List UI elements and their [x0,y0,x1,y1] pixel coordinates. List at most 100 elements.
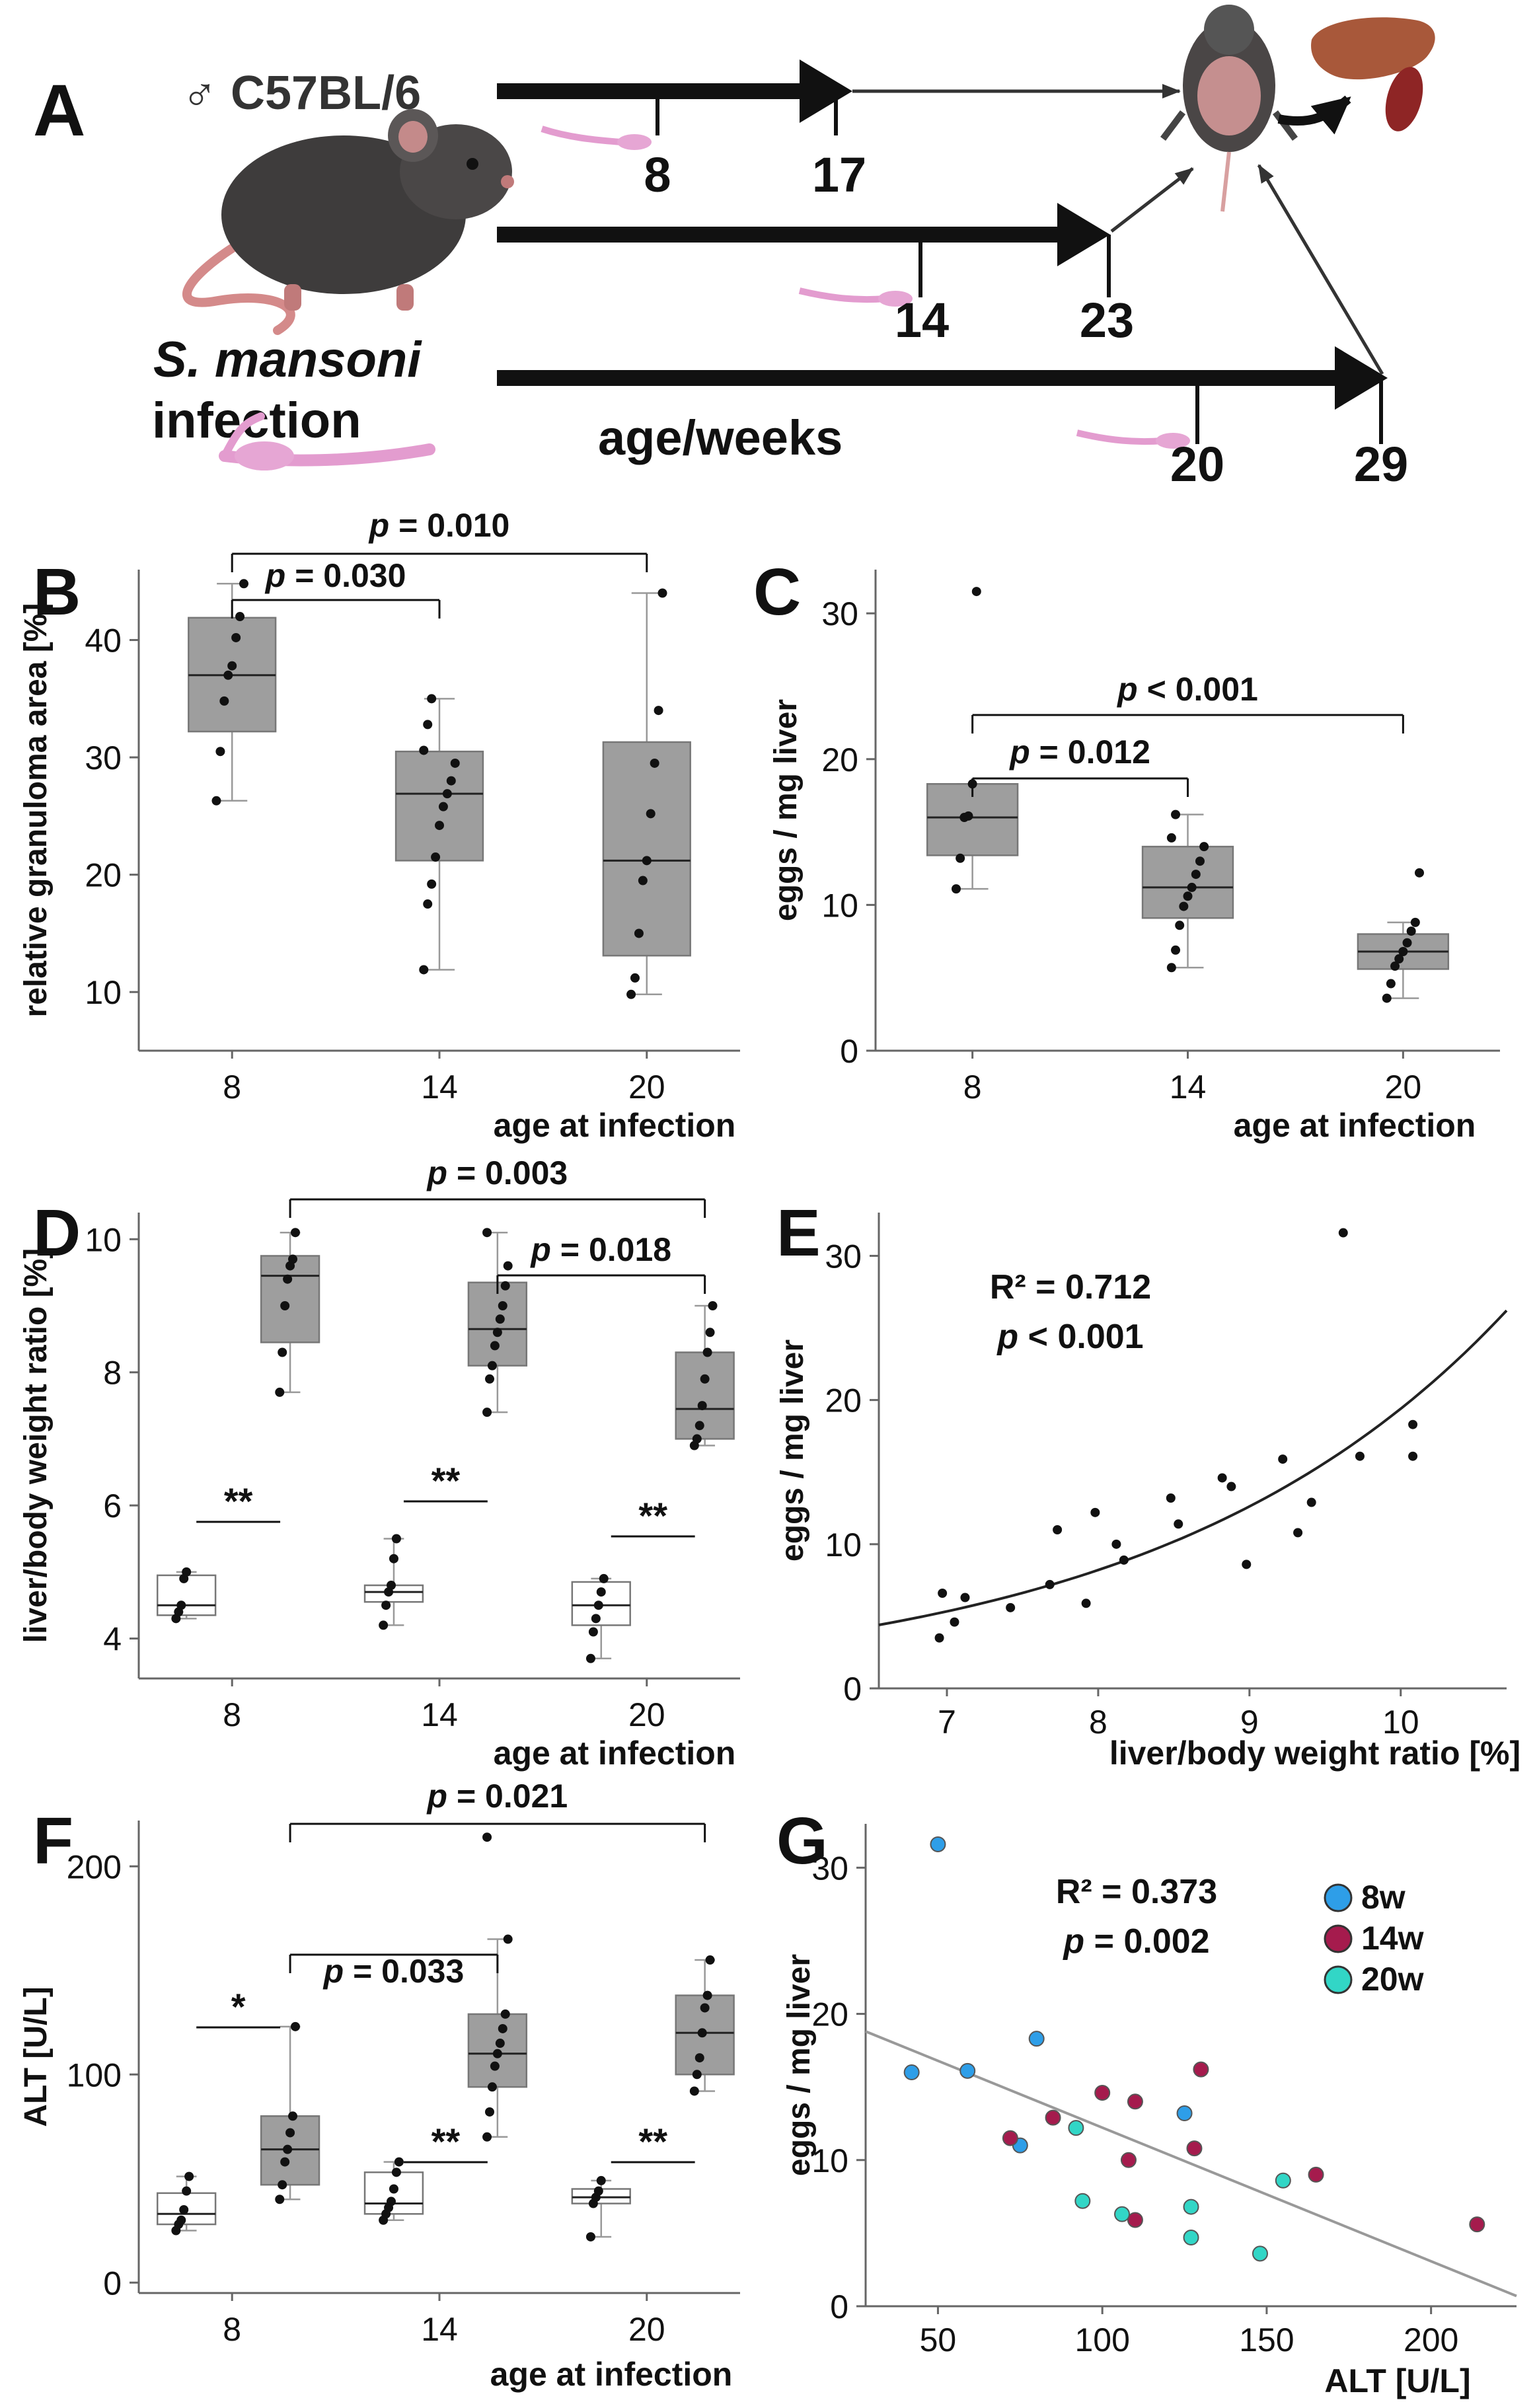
panel-g-point-18 [1114,2206,1131,2222]
panel-g-scatter: 0 10 20 30 eggs / mg liver ALT [U/L] G 50 100 150… [776,1804,1517,2399]
x-tick-label-1: 14 [421,2311,458,2348]
liver-icon [1311,17,1435,80]
sig-label-1: p = 0.012 [1008,734,1150,771]
data-point-1-2 [427,879,437,889]
panel-g-x-tick-label-2: 150 [1239,2321,1294,2358]
data-point-1-6 [1191,870,1201,880]
panel-d-x-axis-label: age at infection [494,1735,736,1772]
data-point-0-4 [182,1567,192,1577]
panel-g-fit-line [865,2030,1517,2298]
panel-g-x-tick-label-1: 100 [1074,2321,1129,2358]
data-point-3-3 [490,1341,500,1351]
timeline-2: 14 23 [497,167,1194,348]
panel-g-legend-marker-0 [1324,1883,1353,1912]
panel-g-point-12 [1193,2061,1209,2078]
data-point-1-7 [446,776,456,786]
worm-icon [219,412,435,470]
data-point-2-0 [379,1620,389,1630]
panel-e-x-tick-label-1: 8 [1089,1704,1107,1741]
x-tick-label-0: 8 [963,1069,982,1106]
timeline-3-infection: 20 [1170,437,1224,492]
x-tick-label-0: 8 [223,2311,241,2348]
panel-e-point-10 [1119,1555,1129,1565]
box-5 [675,1351,735,1440]
panel-b-y-axis-label: relative granuloma area [%] [19,603,54,1018]
data-point-1-3 [283,1274,293,1284]
panel-g-point-16 [1068,2120,1084,2136]
data-point-1-2 [280,2157,290,2167]
data-point-0-5 [184,2171,194,2181]
panel-g-point-20 [1183,2230,1199,2246]
panel-c-panel-label: C [753,555,801,629]
data-point-3-1 [485,2107,495,2117]
data-point-5-4 [700,2003,710,2013]
panel-g-y-tick-label-3: 30 [811,1850,848,1887]
data-point-2-1 [1386,979,1396,989]
panel-g-point-11 [1186,2140,1203,2157]
data-point-1-5 [288,1254,298,1264]
panel-g-point-0 [930,1836,946,1852]
data-point-1-8 [450,758,460,768]
panel-d-y-tick-label-0: 4 [103,1621,122,1658]
data-point-1-1 [278,1347,287,1357]
data-point-4-2 [591,1614,601,1624]
data-point-0-2 [176,1600,186,1610]
data-point-1-4 [435,821,444,831]
data-point-0-6 [235,612,245,622]
panel-e-y-axis-label: eggs / mg liver [775,1339,810,1561]
data-point-1-3 [283,2144,293,2154]
panel-g-panel-label: G [776,1804,828,1878]
panel-e-point-21 [1408,1419,1418,1429]
data-point-4-3 [593,1600,603,1610]
panel-f-y-tick-label-0: 0 [103,2265,122,2302]
panel-g-r2-label: R² = 0.373 [1056,1873,1217,1911]
data-point-1-10 [1171,809,1181,819]
panel-e-y-tick-label-3: 30 [825,1238,862,1275]
data-point-2-1 [630,973,640,983]
data-point-4-4 [596,1587,606,1597]
panel-d-y-tick-label-1: 6 [103,1487,122,1524]
data-point-0-5 [971,587,981,597]
panel-g-y-tick-label-0: 0 [830,2288,848,2325]
x-tick-label-0: 8 [223,1069,241,1106]
panel-e-point-2 [950,1617,959,1627]
data-point-3-5 [495,1314,505,1324]
data-point-2-1 [381,1600,391,1610]
data-point-3-7 [500,1281,510,1291]
data-point-3-9 [482,1832,492,1842]
panel-g-legend-label-2: 20w [1361,1961,1424,1998]
panel-g-point-7 [1045,2109,1061,2126]
panel-a: A ♂ C57BL/6 S. mansoni infection [33,5,1435,492]
star-label-2: * [231,1986,246,2027]
data-point-1-6 [290,1228,300,1238]
timeline-1-infection: 8 [644,147,671,202]
data-point-3-4 [492,1328,502,1337]
panel-e-point-18 [1306,1497,1316,1507]
x-tick-label-1: 14 [421,1696,458,1733]
panel-c-y-tick-label-1: 10 [821,887,858,924]
data-point-2-3 [638,876,648,885]
data-point-2-4 [1398,946,1408,956]
panel-e-y-tick-label-0: 0 [843,1671,862,1708]
strain-label: ♂ C57BL/6 [182,67,421,120]
panel-e-x-tick-label-2: 9 [1240,1704,1259,1741]
data-point-1-7 [1195,856,1205,866]
data-point-3-6 [498,1301,507,1310]
data-point-5-6 [705,1328,715,1337]
data-point-2-4 [389,1554,398,1563]
panel-g-point-9 [1127,2093,1143,2110]
data-point-1-1 [1171,945,1181,955]
data-point-5-3 [697,1401,707,1411]
star-label-2: ** [224,1480,253,1522]
data-point-1-4 [1183,891,1193,901]
data-point-2-3 [387,1581,396,1590]
data-point-0-4 [182,2186,192,2196]
panel-d-y-tick-label-3: 10 [85,1221,122,1258]
panel-e-x-tick-label-0: 7 [938,1704,956,1741]
panel-g-legend-label-1: 14w [1361,1920,1424,1957]
panel-g-x-axis-label: ALT [U/L] [1324,2362,1470,2399]
panel-c-y-tick-label-0: 0 [840,1033,858,1070]
data-point-1-11 [427,694,437,704]
panel-g-point-6 [1002,2130,1018,2146]
panel-g-y-tick-label-2: 20 [811,1996,848,2033]
